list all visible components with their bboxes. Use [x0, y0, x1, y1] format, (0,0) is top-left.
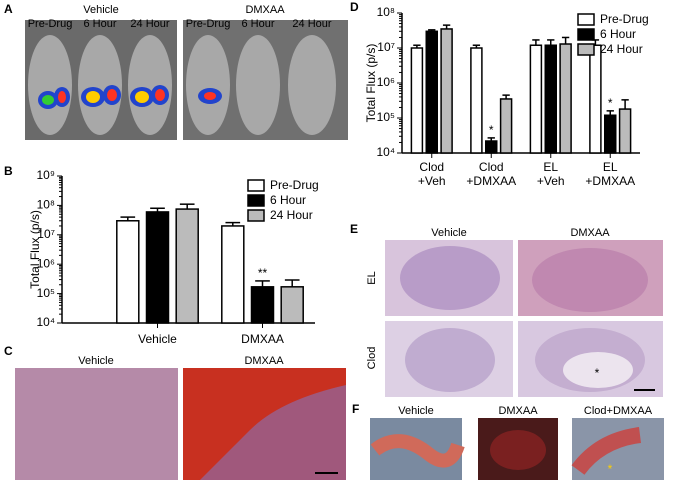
significance: * — [608, 96, 613, 110]
legend-label: 6 Hour — [270, 193, 306, 207]
panel-letter: B — [4, 164, 13, 178]
time-label: Pre-Drug — [28, 18, 73, 30]
bar — [604, 114, 617, 154]
bar — [280, 286, 304, 324]
hemorrhage — [183, 368, 346, 480]
panel-letter: E — [350, 222, 358, 236]
necrosis — [563, 352, 633, 388]
x-tick-label: Clod +DMXAA — [466, 160, 517, 188]
significance: * — [489, 123, 494, 137]
bar — [116, 220, 140, 324]
time-label: 6 Hour — [83, 18, 116, 30]
tissue — [532, 248, 648, 312]
bar — [221, 225, 245, 324]
y-tick-label: 10⁸ — [37, 198, 55, 212]
image-label: DMXAA — [244, 355, 284, 367]
necrosis-marker: * — [595, 366, 600, 380]
legend-label: Pre-Drug — [270, 178, 319, 192]
y-axis-label: Total Flux (p/s) — [364, 44, 378, 123]
tissue — [370, 434, 465, 468]
y-tick-label: 10⁶ — [377, 75, 395, 89]
time-label: Pre-Drug — [186, 18, 231, 30]
bar — [145, 211, 170, 324]
bar — [499, 98, 513, 154]
tissue — [571, 427, 642, 475]
image-label: Vehicle — [78, 355, 113, 367]
row-label: Clod — [366, 347, 378, 370]
bioluminescence — [38, 85, 222, 109]
time-label: 24 Hour — [292, 18, 331, 30]
bar — [618, 108, 632, 154]
time-label: 6 Hour — [241, 18, 274, 30]
bar — [589, 44, 602, 154]
y-axis-label: Total Flux (p/s) — [28, 210, 42, 289]
y-tick-label: 10⁷ — [37, 227, 55, 241]
image-label: DMXAA — [570, 227, 610, 239]
x-tick-label: DMXAA — [241, 332, 284, 346]
marker: * — [608, 462, 613, 476]
y-tick-label: 10⁴ — [376, 145, 395, 159]
legend-swatch — [247, 194, 265, 207]
histology — [15, 368, 178, 480]
image-label: DMXAA — [498, 405, 538, 417]
y-tick-label: 10⁸ — [377, 5, 395, 19]
panel-letter: C — [4, 344, 13, 358]
panel-letter: F — [352, 402, 359, 416]
y-tick-label: 10⁷ — [377, 40, 395, 54]
y-tick-label: 10⁶ — [37, 256, 55, 270]
y-tick-label: 10⁹ — [37, 168, 56, 182]
bar — [470, 47, 483, 154]
y-tick-label: 10⁴ — [36, 315, 55, 329]
y-tick-label: 10⁵ — [377, 110, 395, 124]
legend-label: 6 Hour — [600, 27, 636, 41]
bar — [544, 44, 557, 154]
group-label: Vehicle — [83, 4, 118, 16]
x-tick-label: EL +DMXAA — [585, 160, 636, 188]
bar — [559, 43, 572, 154]
significance: ** — [258, 266, 268, 280]
panel-letter: A — [4, 2, 13, 16]
legend-swatch — [247, 209, 265, 222]
legend-swatch — [577, 43, 595, 56]
image-label: Clod+DMXAA — [584, 405, 653, 417]
x-tick-label: Vehicle — [138, 332, 177, 346]
bar — [440, 28, 453, 154]
legend-label: 24 Hour — [270, 208, 313, 222]
bar — [485, 140, 498, 154]
image-label: Vehicle — [431, 227, 466, 239]
mouse-shapes — [28, 35, 336, 135]
legend-swatch — [577, 28, 595, 41]
legend-swatch — [577, 13, 595, 26]
group-label: DMXAA — [245, 4, 285, 16]
bar — [410, 47, 424, 154]
legend-label: Pre-Drug — [600, 12, 649, 26]
y-tick-label: 10⁵ — [37, 286, 55, 300]
legend-label: 24 Hour — [600, 42, 643, 56]
bar — [175, 208, 199, 324]
legend-swatch — [247, 179, 265, 192]
time-label: 24 Hour — [130, 18, 169, 30]
tissue — [405, 328, 495, 392]
image-label: Vehicle — [398, 405, 433, 417]
row-label: EL — [366, 271, 378, 284]
bar — [529, 44, 543, 154]
bar — [425, 30, 438, 154]
x-tick-label: Clod +Veh — [417, 160, 446, 188]
tissue — [490, 430, 546, 470]
panel-letter: D — [350, 0, 359, 14]
bar — [250, 286, 275, 324]
x-tick-label: EL +Veh — [536, 160, 565, 188]
tissue — [400, 246, 500, 310]
